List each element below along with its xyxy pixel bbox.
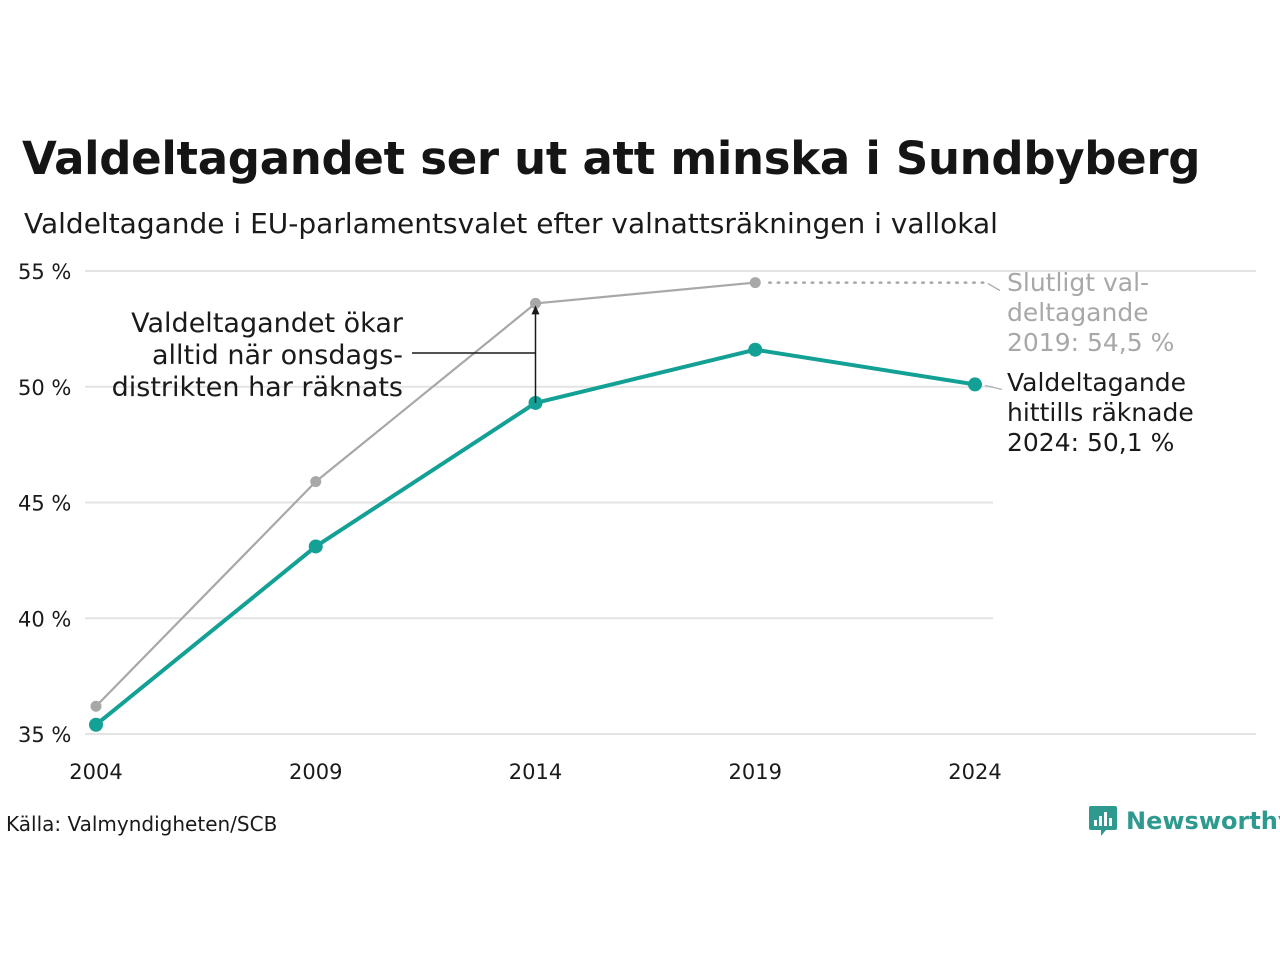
x-tick-label: 2019 <box>729 760 782 784</box>
brand-logo[interactable]: Newsworthy <box>1088 804 1280 838</box>
y-tick-label: 55 % <box>18 260 71 284</box>
data-point <box>749 277 761 289</box>
source-note: Källa: Valmyndigheten/SCB <box>6 812 278 836</box>
y-tick-label: 50 % <box>18 376 71 400</box>
chart-title: Valdeltagandet ser ut att minska i Sundb… <box>22 132 1201 185</box>
chart-subtitle: Valdeltagande i EU-parlamentsvalet efter… <box>24 207 998 240</box>
x-tick-label: 2009 <box>289 760 342 784</box>
current-turnout-label: Valdeltagande hittills räknade 2024: 50,1 … <box>1007 368 1194 457</box>
brand-name: Newsworthy <box>1126 807 1280 835</box>
y-tick-label: 35 % <box>18 723 71 747</box>
series-line <box>95 281 756 707</box>
data-point <box>310 476 322 488</box>
arrow-head <box>531 305 540 315</box>
data-point <box>968 377 982 392</box>
data-point <box>90 700 102 712</box>
line-chart: 35 % 40 % 45 % 50 % 55 % 2004 2009 2014 2019 2024… <box>18 260 1256 784</box>
x-tick-label: 2004 <box>69 760 122 784</box>
x-tick-label: 2014 <box>509 760 562 784</box>
newsworthy-logo-icon <box>1088 804 1118 838</box>
data-point <box>308 539 323 554</box>
arrow-annotation: Valdeltagandet ökar alltid när onsdags-di… <box>112 308 404 403</box>
x-tick-label: 2024 <box>948 760 1001 784</box>
y-tick-label: 45 % <box>18 492 71 516</box>
data-point <box>530 297 541 309</box>
y-tick-label: 40 % <box>18 607 71 631</box>
data-point <box>748 342 763 357</box>
label-leader <box>984 384 1003 391</box>
data-point <box>89 717 103 732</box>
final-turnout-label: Slutligt val-deltagande 2019: 54,5 % <box>1007 268 1174 357</box>
label-leader <box>987 283 1001 292</box>
